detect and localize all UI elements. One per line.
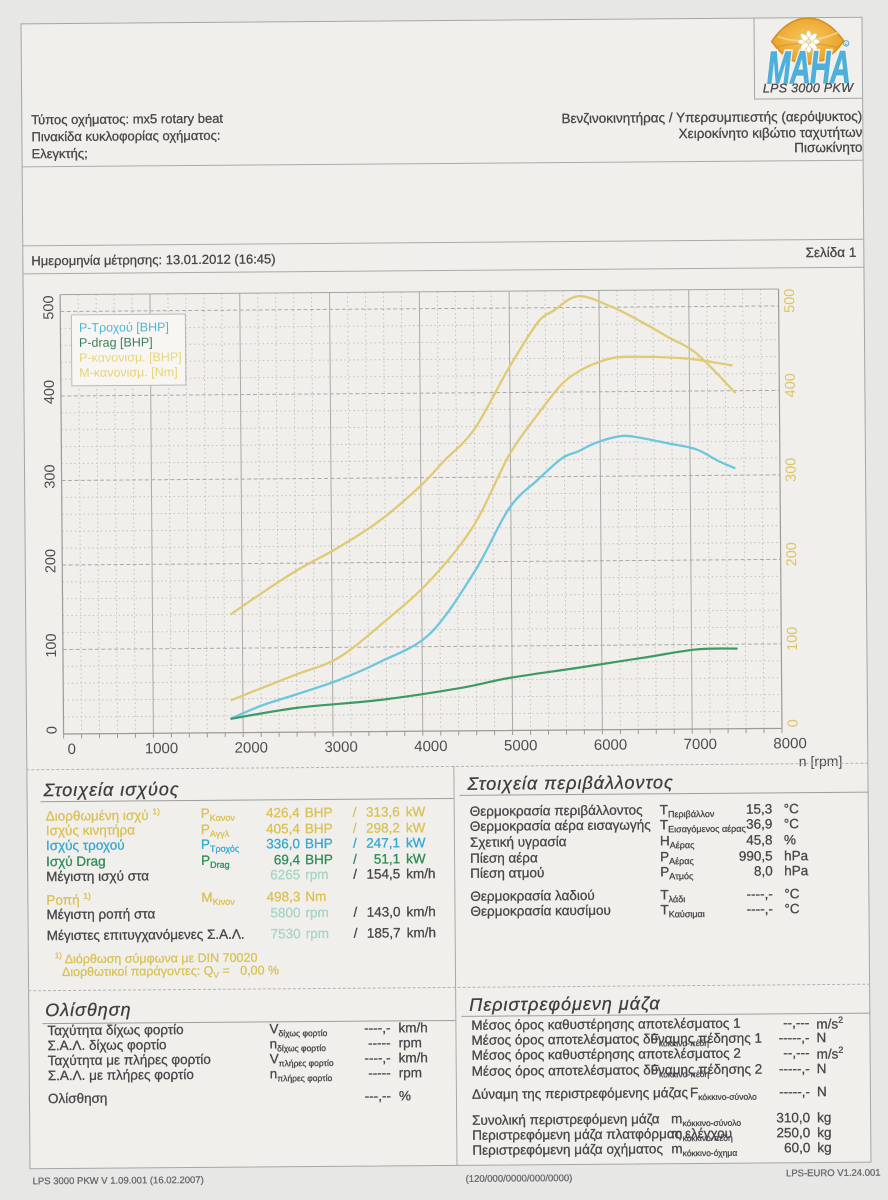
svg-text:6000: 6000 (594, 737, 628, 754)
svg-text:0: 0 (786, 719, 802, 727)
svg-text:400: 400 (783, 373, 799, 397)
svg-text:100: 100 (785, 627, 801, 651)
svg-text:MAHA: MAHA (767, 42, 850, 94)
svg-text:0: 0 (45, 726, 61, 734)
svg-text:P-κανονισμ. [BHP]: P-κανονισμ. [BHP] (79, 350, 182, 365)
svg-text:500: 500 (41, 295, 57, 319)
svg-text:200: 200 (784, 542, 800, 566)
svg-text:P-drag [BHP]: P-drag [BHP] (79, 335, 153, 350)
svg-text:MAHA: MAHA (767, 42, 850, 94)
svg-text:8000: 8000 (773, 735, 807, 752)
svg-text:2000: 2000 (235, 739, 269, 756)
svg-text:200: 200 (43, 549, 59, 573)
svg-text:100: 100 (44, 633, 60, 657)
svg-text:M-κανονισμ. [Nm]: M-κανονισμ. [Nm] (79, 365, 177, 380)
svg-text:300: 300 (783, 458, 799, 482)
svg-text:500: 500 (782, 289, 798, 313)
svg-text:4000: 4000 (414, 738, 448, 755)
svg-text:n [rpm]: n [rpm] (799, 753, 843, 769)
svg-text:7000: 7000 (684, 736, 718, 753)
svg-text:300: 300 (42, 464, 58, 488)
svg-text:P-Τροχού [BHP]: P-Τροχού [BHP] (79, 320, 169, 335)
svg-text:3000: 3000 (324, 739, 358, 756)
svg-text:1000: 1000 (145, 740, 179, 757)
svg-text:5000: 5000 (504, 737, 538, 754)
svg-text:0: 0 (67, 741, 75, 758)
svg-text:400: 400 (42, 380, 58, 404)
svg-text:R: R (845, 42, 848, 47)
